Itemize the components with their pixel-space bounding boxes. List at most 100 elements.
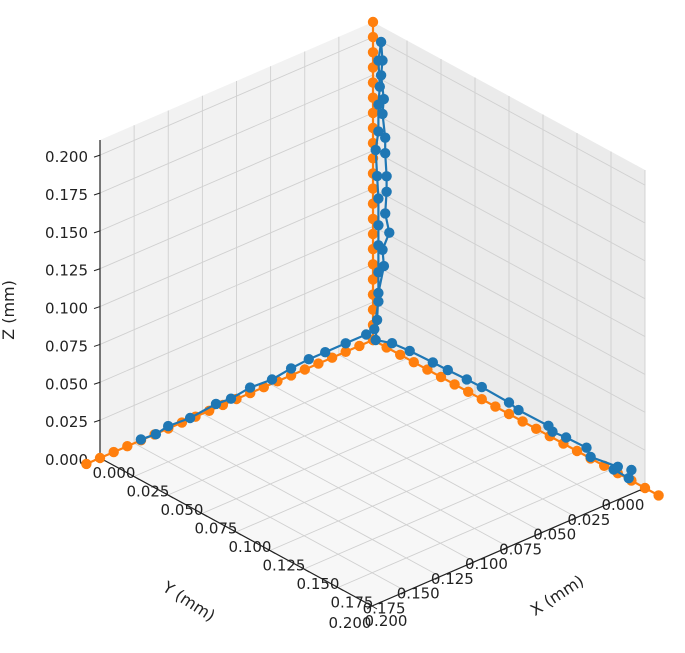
data-point — [386, 338, 398, 349]
data-point — [373, 267, 384, 278]
chart-ticks: 0.0000.0250.0500.0750.1000.1250.1500.175… — [45, 148, 646, 632]
x-tick-label: 0.025 — [127, 483, 170, 501]
y-tick-label: 0.000 — [602, 496, 645, 514]
y-tick-label: 0.025 — [567, 511, 610, 529]
grid-line — [372, 74, 646, 224]
data-point — [503, 397, 515, 408]
data-point — [367, 16, 379, 28]
data-point — [380, 148, 391, 159]
x-tick — [201, 513, 208, 517]
x-tick — [303, 568, 310, 573]
data-point — [427, 357, 438, 368]
data-point — [367, 259, 379, 270]
grid-line — [99, 263, 374, 383]
data-point — [367, 107, 379, 119]
data-point — [375, 70, 387, 81]
data-point — [373, 99, 384, 110]
data-point — [373, 193, 384, 204]
data-point — [373, 296, 384, 307]
grid-line — [338, 354, 612, 504]
x-tick-label: 0.050 — [161, 501, 204, 519]
x-tick — [337, 587, 344, 591]
grid-line — [372, 226, 646, 375]
data-point — [435, 371, 447, 383]
data-point — [370, 334, 381, 346]
data-point — [266, 374, 278, 385]
data-point — [373, 240, 384, 251]
data-point — [135, 434, 147, 445]
data-point — [422, 364, 433, 375]
data-point — [517, 416, 528, 427]
z-tick — [93, 192, 101, 196]
x-tick — [235, 531, 242, 536]
x-tick-label: 0.150 — [297, 575, 340, 593]
x-tick-label: 0.075 — [195, 520, 238, 538]
z-tick — [93, 230, 101, 234]
data-point — [367, 31, 379, 43]
grid-line — [99, 226, 374, 345]
data-point — [442, 364, 453, 376]
y-tick-label: 0.050 — [533, 526, 576, 544]
y-tick-label: 0.125 — [431, 570, 474, 588]
grid-line — [372, 263, 646, 413]
data-point — [94, 452, 106, 464]
data-point — [373, 55, 384, 66]
grid-line — [168, 428, 441, 577]
y-tick-label: 0.175 — [363, 599, 406, 617]
z-tick — [93, 343, 101, 347]
data-point — [371, 170, 383, 182]
data-point — [367, 228, 379, 240]
data-point — [503, 408, 515, 420]
z-tick-label: 0.025 — [45, 413, 88, 431]
z-tick-label: 0.150 — [45, 224, 88, 242]
data-point — [461, 374, 472, 385]
data-point — [490, 401, 501, 412]
z-axis-label: Z (mm) — [0, 280, 18, 340]
data-point — [612, 461, 623, 472]
y-axis-label: Y (mm) — [158, 577, 218, 625]
data-point — [340, 338, 351, 349]
data-point — [543, 420, 554, 431]
data-point — [285, 363, 297, 374]
data-point — [560, 432, 572, 443]
grid-line — [372, 150, 646, 300]
data-point — [371, 314, 383, 326]
y-tick — [434, 576, 441, 580]
grid-line — [372, 188, 646, 337]
data-point — [367, 92, 379, 103]
z-tick-label: 0.000 — [45, 451, 88, 469]
y-tick-label: 0.075 — [499, 540, 542, 558]
z-tick-label: 0.050 — [45, 375, 88, 393]
x-tick-label: 0.125 — [263, 557, 306, 575]
data-point — [408, 357, 419, 368]
z-tick — [93, 154, 101, 158]
data-point — [380, 208, 391, 219]
data-point — [377, 108, 388, 120]
y-tick — [605, 502, 612, 507]
data-point — [81, 458, 92, 470]
data-point — [639, 482, 651, 494]
data-point — [373, 126, 384, 137]
z-tick-label: 0.175 — [45, 186, 88, 204]
grid-line — [372, 301, 646, 451]
x-tick — [371, 605, 378, 610]
grid-line — [202, 413, 475, 563]
data-point — [375, 36, 387, 48]
data-point — [303, 354, 314, 365]
y-tick-label: 0.100 — [465, 555, 508, 573]
grid-line — [99, 112, 374, 232]
z-tick — [93, 381, 101, 385]
data-point — [313, 358, 324, 369]
z-tick-label: 0.200 — [45, 148, 88, 166]
z-tick — [93, 419, 101, 423]
data-point — [367, 274, 379, 285]
y-tick — [537, 531, 543, 536]
data-point — [367, 183, 379, 194]
data-point — [320, 347, 331, 358]
grid-line — [270, 383, 543, 533]
data-point — [404, 345, 415, 357]
data-point — [163, 420, 174, 432]
data-point — [373, 220, 384, 231]
data-point — [463, 386, 474, 397]
